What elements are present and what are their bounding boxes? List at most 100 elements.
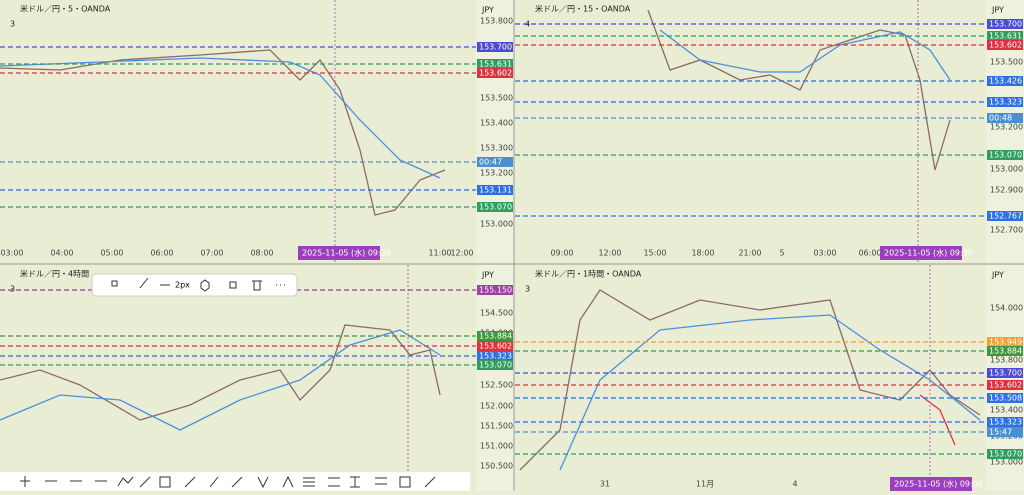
price-tag xyxy=(987,380,1023,390)
price-tag-label: 153.884 xyxy=(479,332,512,341)
line-width[interactable]: 2px xyxy=(175,281,190,290)
price-tag-label: 00:48 xyxy=(989,114,1012,123)
price-label: 152.500 xyxy=(480,381,513,390)
cursor-time: 2025-11-05 (水) 09:30 xyxy=(884,248,973,258)
price-tag xyxy=(987,417,1023,427)
price-label: 151.000 xyxy=(480,442,513,451)
price-tag xyxy=(987,150,1023,160)
pane-index: 3 xyxy=(10,285,15,294)
price-label: 153.200 xyxy=(990,123,1023,132)
price-label: 152.000 xyxy=(480,402,513,411)
price-tag-label: 00:47 xyxy=(479,158,502,167)
price-tag-label: 153.323 xyxy=(479,352,512,361)
price-tag-label: 155.150 xyxy=(479,286,512,295)
price-label: 153.400 xyxy=(480,119,513,128)
time-label: 12:00 xyxy=(450,249,473,258)
price-label: 151.500 xyxy=(480,422,513,431)
time-label: 5 xyxy=(779,249,784,258)
price-tag-label: 153.508 xyxy=(989,394,1022,403)
price-tag xyxy=(987,449,1023,459)
price-tag-label: 152.767 xyxy=(989,212,1022,221)
price-axis xyxy=(476,265,514,491)
price-tag-label: 153.700 xyxy=(989,20,1022,29)
price-tag xyxy=(987,113,1023,123)
time-label: 05:00 xyxy=(100,249,123,258)
price-label: 153.000 xyxy=(990,165,1023,174)
price-tag-label: 153.602 xyxy=(479,69,512,78)
price-tag-label: 153.700 xyxy=(479,43,512,52)
price-tag-label: 153.070 xyxy=(989,450,1022,459)
floating-toolbar[interactable] xyxy=(91,273,298,297)
price-tag xyxy=(987,31,1023,41)
price-tag-label: 153.070 xyxy=(479,203,512,212)
time-label: 03:00 xyxy=(813,249,836,258)
price-tag-label: 153.070 xyxy=(989,151,1022,160)
price-tag xyxy=(987,427,1023,437)
time-label: 11月 xyxy=(696,480,714,489)
price-tag xyxy=(477,157,513,167)
price-tag-label: 153.602 xyxy=(989,381,1022,390)
price-tag xyxy=(987,368,1023,378)
price-tag-label: 153.700 xyxy=(989,369,1022,378)
time-label: 18:00 xyxy=(691,249,714,258)
price-tag-label: 15:47 xyxy=(989,428,1012,437)
price-label: 152.900 xyxy=(990,186,1023,195)
price-tag xyxy=(477,331,513,341)
price-label: 153.400 xyxy=(990,406,1023,415)
price-tag xyxy=(477,202,513,212)
price-tag xyxy=(987,40,1023,50)
panel-title: 米ドル／円・5・OANDA xyxy=(20,4,111,14)
price-tag xyxy=(477,341,513,351)
price-tag xyxy=(477,42,513,52)
price-label: 153.500 xyxy=(990,58,1023,67)
price-tag-label: 153.949 xyxy=(989,338,1022,347)
panel-title: 米ドル／円・1時間・OANDA xyxy=(535,269,642,279)
cursor-time-bg xyxy=(890,477,972,491)
pane-index: 3 xyxy=(10,20,15,29)
currency: JPY xyxy=(481,271,494,280)
time-label: 06:00 xyxy=(858,249,881,258)
pane-index: 3 xyxy=(525,285,530,294)
price-tag-label: 153.631 xyxy=(479,60,512,69)
price-label: 152.700 xyxy=(990,226,1023,235)
price-tag xyxy=(477,285,513,295)
time-label: 09:00 xyxy=(550,249,573,258)
price-tag xyxy=(477,360,513,370)
price-tag xyxy=(987,211,1023,221)
panel-title: 米ドル／円・15・OANDA xyxy=(535,4,631,14)
price-label: 153.000 xyxy=(480,220,513,229)
price-label: 153.800 xyxy=(480,17,513,26)
price-label: 153.000 xyxy=(990,458,1023,467)
time-label: 08:00 xyxy=(250,249,273,258)
price-label: 153.800 xyxy=(990,356,1023,365)
toolbar-icons[interactable] xyxy=(111,277,285,292)
price-label: 154.000 xyxy=(990,304,1023,313)
price-tag xyxy=(987,393,1023,403)
price-label: 150.500 xyxy=(480,462,513,471)
currency: JPY xyxy=(991,6,1004,15)
toolbar-icons[interactable] xyxy=(20,475,436,489)
price-tag-label: 153.070 xyxy=(479,361,512,370)
cursor-time-bg xyxy=(298,246,380,260)
cursor-time: 2025-11-05 (水) 09:30 xyxy=(302,248,391,258)
price-tag-label: 153.602 xyxy=(479,342,512,351)
price-tag xyxy=(987,337,1023,347)
price-label: 154.500 xyxy=(480,309,513,318)
price-tag-label: 153.884 xyxy=(989,347,1022,356)
time-label: 15:00 xyxy=(643,249,666,258)
time-label: 21:00 xyxy=(738,249,761,258)
cursor-time: 2025-11-05 (水) 09:00 xyxy=(894,479,983,489)
panel-title: 米ドル／円・4時間 xyxy=(20,269,89,279)
price-tag xyxy=(477,59,513,69)
time-label: 31 xyxy=(600,480,610,489)
price-tag-label: 153.131 xyxy=(479,186,512,195)
price-tag xyxy=(477,68,513,78)
price-tag-label: 153.602 xyxy=(989,41,1022,50)
time-label: 06:00 xyxy=(150,249,173,258)
price-tag xyxy=(987,19,1023,29)
price-tag xyxy=(987,97,1023,107)
time-label: 07:00 xyxy=(200,249,223,258)
